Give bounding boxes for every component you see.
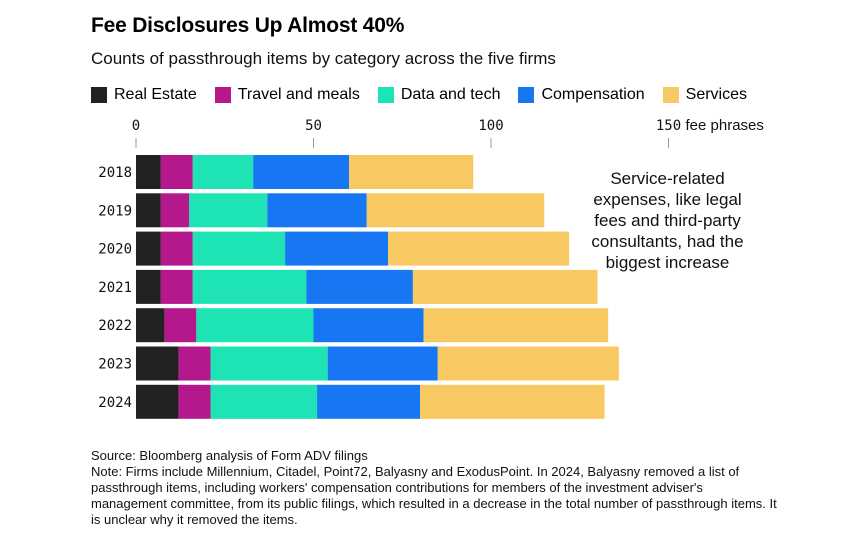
bar-segment-data-and-tech [210,384,318,419]
bar-segment-real-estate [136,308,165,343]
y-category-label: 2020 [98,242,132,258]
bar-segment-travel-and-meals [160,193,190,228]
legend-label: Data and tech [400,86,501,103]
legend-item-real-estate: Real Estate [91,86,197,104]
bar-segment-services [420,384,605,419]
footnote: Note: Firms include Millennium, Citadel,… [91,464,777,527]
bar-segment-real-estate [136,231,161,266]
bar-segment-real-estate [136,346,179,381]
bar-segment-real-estate [136,269,161,304]
bar-segment-services [437,346,619,381]
y-category-label: 2024 [98,395,132,411]
x-unit-label: fee phrases [686,117,764,134]
chart-subtitle: Counts of passthrough items by category … [91,49,556,68]
legend-label: Travel and meals [237,86,360,103]
legend-item-compensation: Compensation [518,86,645,104]
bar-segment-travel-and-meals [160,231,193,266]
bar-segment-data-and-tech [192,155,254,189]
y-category-label: 2022 [98,318,132,334]
bar-segment-travel-and-meals [160,269,193,304]
y-category-label: 2019 [98,203,132,219]
stacked-bar-chart: 0 50 100 150 fee phrases 2018 2019 2020 2021 2022… [98,117,764,419]
x-tick-label: 100 [478,118,503,134]
bar-segment-compensation [285,231,389,266]
bar-segment-real-estate [136,193,161,228]
x-tick-label: 150 [656,118,681,134]
chart-annotation: Service-related expenses, like legal fee… [591,169,744,272]
y-category-label: 2021 [98,280,132,296]
bar-segment-compensation [267,193,367,228]
legend-swatch [91,87,107,103]
bar-segment-services [412,269,598,304]
legend-swatch [662,87,679,103]
y-category-label: 2018 [98,165,132,181]
bar-segment-services [349,155,474,189]
x-tick-label: 50 [305,118,322,134]
bar-segment-data-and-tech [210,346,328,381]
legend-swatch [518,87,535,103]
legend-item-services: Services [662,86,747,104]
legend-item-data-and-tech: Data and tech [377,86,501,104]
legend-label: Services [685,86,747,103]
legend-swatch [377,87,394,103]
bar-segment-data-and-tech [192,231,286,266]
x-tick-label: 0 [132,118,140,134]
bar-segment-travel-and-meals [160,155,193,189]
bar-segment-compensation [317,384,420,419]
source-note: Source: Bloomberg analysis of Form ADV f… [91,448,368,463]
legend: Real Estate Travel and meals Data and te… [91,86,765,104]
bar-segment-travel-and-meals [164,308,197,343]
legend-swatch [214,87,231,103]
bar-segment-services [423,308,609,343]
bar-segment-services [366,193,545,228]
bar-segment-compensation [253,155,349,189]
bar-segment-real-estate [136,384,179,419]
bar-segment-travel-and-meals [178,384,211,419]
bar-segment-travel-and-meals [178,346,211,381]
legend-item-travel-and-meals: Travel and meals [214,86,360,104]
y-category-label: 2023 [98,357,132,373]
bar-segment-data-and-tech [196,308,314,343]
chart-title: Fee Disclosures Up Almost 40% [91,14,405,37]
bar-segment-data-and-tech [189,193,268,228]
bar-segment-compensation [306,269,413,304]
bar-segment-services [388,231,570,266]
bar-segment-real-estate [136,155,161,189]
bar-segment-compensation [313,308,424,343]
bar-segment-compensation [327,346,438,381]
legend-label: Compensation [541,86,645,103]
legend-label: Real Estate [114,86,197,103]
bar-segment-data-and-tech [192,269,307,304]
